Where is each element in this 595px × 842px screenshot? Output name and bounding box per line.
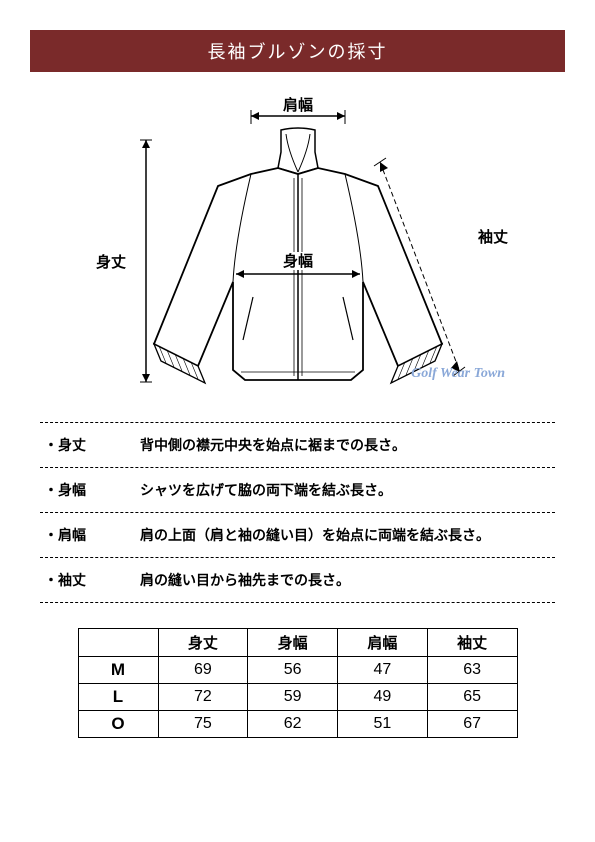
table-row: O 75 62 51 67 bbox=[78, 711, 517, 738]
cell-value: 67 bbox=[427, 711, 517, 738]
label-mihaba: 身幅 bbox=[282, 252, 312, 270]
cell-size: O bbox=[78, 711, 158, 738]
table-row: L 72 59 49 65 bbox=[78, 684, 517, 711]
th-size bbox=[78, 629, 158, 657]
cell-value: 47 bbox=[338, 657, 428, 684]
th-katahaba: 肩幅 bbox=[338, 629, 428, 657]
definition-row: ・身丈 背中側の襟元中央を始点に裾までの長さ。 bbox=[40, 422, 555, 467]
cell-value: 49 bbox=[338, 684, 428, 711]
definition-row: ・肩幅 肩の上面（肩と袖の縫い目）を始点に両端を結ぶ長さ。 bbox=[40, 512, 555, 557]
th-mitake: 身丈 bbox=[158, 629, 248, 657]
diagram-area: 肩幅 bbox=[30, 82, 565, 402]
table-row: M 69 56 47 63 bbox=[78, 657, 517, 684]
cell-value: 62 bbox=[248, 711, 338, 738]
label-katahaba: 肩幅 bbox=[282, 96, 312, 114]
definition-row: ・袖丈 肩の縫い目から袖先までの長さ。 bbox=[40, 557, 555, 603]
cell-value: 69 bbox=[158, 657, 248, 684]
table-header-row: 身丈 身幅 肩幅 袖丈 bbox=[78, 629, 517, 657]
cell-value: 72 bbox=[158, 684, 248, 711]
cell-size: M bbox=[78, 657, 158, 684]
th-mihaba: 身幅 bbox=[248, 629, 338, 657]
cell-value: 75 bbox=[158, 711, 248, 738]
def-label: ・肩幅 bbox=[40, 525, 130, 545]
cell-value: 51 bbox=[338, 711, 428, 738]
page-title: 長袖ブルゾンの採寸 bbox=[208, 42, 388, 62]
def-text: シャツを広げて脇の両下端を結ぶ長さ。 bbox=[130, 480, 555, 500]
def-label: ・袖丈 bbox=[40, 570, 130, 590]
watermark: Golf Wear Town bbox=[411, 366, 505, 382]
label-sodetake: 袖丈 bbox=[478, 228, 508, 246]
def-label: ・身幅 bbox=[40, 480, 130, 500]
def-text: 肩の縫い目から袖先までの長さ。 bbox=[130, 570, 555, 590]
cell-value: 63 bbox=[427, 657, 517, 684]
label-mitake: 身丈 bbox=[95, 253, 125, 271]
def-text: 背中側の襟元中央を始点に裾までの長さ。 bbox=[130, 435, 555, 455]
cell-size: L bbox=[78, 684, 158, 711]
def-label: ・身丈 bbox=[40, 435, 130, 455]
jacket-diagram: 肩幅 bbox=[58, 82, 538, 402]
cell-value: 56 bbox=[248, 657, 338, 684]
cell-value: 59 bbox=[248, 684, 338, 711]
definitions-list: ・身丈 背中側の襟元中央を始点に裾までの長さ。 ・身幅 シャツを広げて脇の両下端… bbox=[40, 422, 555, 603]
definition-row: ・身幅 シャツを広げて脇の両下端を結ぶ長さ。 bbox=[40, 467, 555, 512]
size-table: 身丈 身幅 肩幅 袖丈 M 69 56 47 63 L 72 59 49 65 … bbox=[78, 628, 518, 738]
cell-value: 65 bbox=[427, 684, 517, 711]
title-bar: 長袖ブルゾンの採寸 bbox=[30, 30, 565, 72]
def-text: 肩の上面（肩と袖の縫い目）を始点に両端を結ぶ長さ。 bbox=[130, 525, 555, 545]
th-sodetake: 袖丈 bbox=[427, 629, 517, 657]
